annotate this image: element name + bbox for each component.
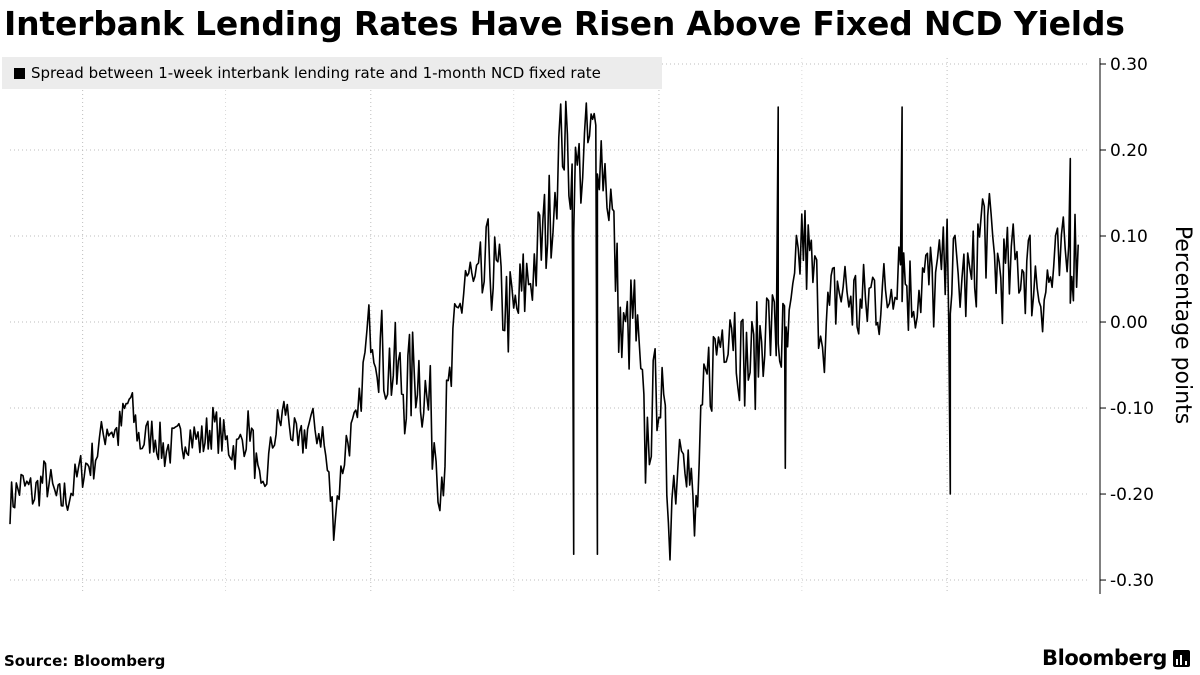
legend: Spread between 1-week interbank lending … bbox=[2, 57, 662, 89]
y-tick-label: 0.30 bbox=[1110, 55, 1148, 75]
y-axis: 0.30 0.20 0.10 0.00 -0.10 -0.20 -0.30 bbox=[1099, 55, 1154, 594]
brand-logo: Bloomberg bbox=[1042, 646, 1190, 670]
chart-title: Interbank Lending Rates Have Risen Above… bbox=[4, 4, 1125, 43]
gridlines bbox=[10, 58, 1090, 594]
y-axis-title: Percentage points bbox=[1170, 226, 1195, 424]
brand-wordmark: Bloomberg bbox=[1041, 646, 1167, 670]
source-note: Source: Bloomberg bbox=[4, 652, 166, 670]
y-tick-label: 0.00 bbox=[1110, 313, 1148, 333]
y-tick-label: 0.10 bbox=[1110, 227, 1148, 247]
y-tick-label: -0.20 bbox=[1110, 485, 1154, 505]
series-line bbox=[9, 100, 1079, 561]
line-chart: 0.300.200.100.00-0.10-0.20-0.30 20212022… bbox=[9, 55, 1195, 594]
legend-swatch bbox=[14, 67, 25, 79]
terminal-icon bbox=[1173, 649, 1190, 667]
y-tick-label: -0.10 bbox=[1110, 399, 1154, 419]
y-tick-label: -0.30 bbox=[1110, 571, 1154, 591]
series-layer bbox=[9, 100, 1079, 561]
y-tick-label: 0.20 bbox=[1110, 141, 1148, 161]
legend-label: Spread between 1-week interbank lending … bbox=[31, 64, 601, 82]
